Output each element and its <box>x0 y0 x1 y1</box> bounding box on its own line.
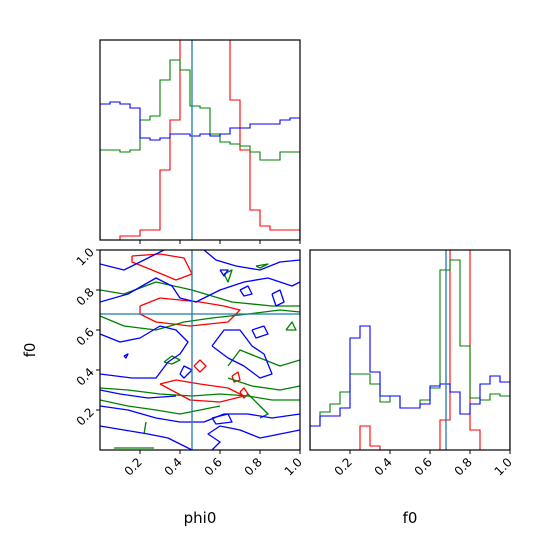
phi0-f0-joint-panel: 0.2 0.4 0.6 0.8 1.0 0.2 0.4 0.6 0.8 1.0 <box>74 245 305 478</box>
contour-blue-8 <box>211 329 273 379</box>
f0-y-tick-label: 1.0 <box>74 245 97 268</box>
phi0-hist-green <box>100 59 300 240</box>
contour-red-2 <box>131 253 193 281</box>
contour-blue-14 <box>239 285 253 297</box>
contour-blue-0 <box>100 250 165 271</box>
contour-blue-12 <box>123 353 129 359</box>
contour-blue-11 <box>219 269 229 277</box>
phi0-x-tick-label: 0.4 <box>162 455 185 478</box>
f0-y-tick-label: 0.6 <box>74 325 97 348</box>
phi0-hist-red <box>100 40 300 240</box>
contour-green-7 <box>143 421 147 435</box>
f0-hist-green <box>310 259 510 450</box>
contour-blue-9 <box>271 289 285 307</box>
contour-green-5 <box>227 377 300 391</box>
f0-x-tick-label: 0.4 <box>372 455 395 478</box>
joint-frame <box>99 249 301 451</box>
f0-hist-red <box>310 250 510 450</box>
contour-green-12 <box>163 355 181 365</box>
f0-x-tick-label: 0.6 <box>412 455 435 478</box>
f0-y-tick-label: 0.4 <box>74 365 97 388</box>
x-axis-label-f0: f0 <box>403 509 418 527</box>
x-axis-label-phi0: phi0 <box>184 509 217 527</box>
contour-blue-7 <box>100 277 300 303</box>
f0-y-tick-label: 0.8 <box>74 285 97 308</box>
contour-red-0 <box>139 297 241 327</box>
contour-blue-4 <box>100 389 177 399</box>
phi0-x-tick-label: 0.8 <box>242 455 265 478</box>
f0-marginal-panel: 0.2 0.4 0.6 0.8 1.0 <box>309 249 515 478</box>
contour-blue-10 <box>251 325 269 339</box>
phi0-x-tick-label: 1.0 <box>282 455 305 478</box>
y-axis-label-f0: f0 <box>21 343 39 358</box>
contour-blue-2 <box>100 325 189 379</box>
phi0-marginal-frame <box>99 39 301 241</box>
f0-x-tick-label: 0.2 <box>332 455 355 478</box>
contour-red-3 <box>193 359 207 373</box>
contour-blue-5 <box>100 425 193 450</box>
f0-hist-blue <box>310 325 510 450</box>
f0-x-tick-label: 0.8 <box>452 455 475 478</box>
contour-blue-6 <box>207 425 300 450</box>
f0-marginal-frame <box>309 249 511 451</box>
contour-green-3 <box>100 399 221 415</box>
contour-green-10 <box>255 263 269 269</box>
contour-blue-1 <box>203 250 300 271</box>
contour-green-8 <box>247 393 269 419</box>
contour-blue-15 <box>211 413 233 425</box>
contour-blue-13 <box>179 365 193 379</box>
f0-x-tick-label: 1.0 <box>492 455 515 478</box>
phi0-x-tick-label: 0.2 <box>122 455 145 478</box>
contour-red-1 <box>159 379 245 403</box>
phi0-marginal-panel <box>99 39 301 244</box>
contour-green-9 <box>223 269 233 283</box>
contour-blue-3 <box>100 405 300 423</box>
contour-green-11 <box>285 321 297 331</box>
contour-green-2 <box>100 387 300 401</box>
contour-green-1 <box>100 309 300 331</box>
phi0-hist-blue <box>100 101 300 240</box>
contour-green-4 <box>227 349 300 367</box>
phi0-x-tick-label: 0.6 <box>202 455 225 478</box>
f0-y-tick-label: 0.2 <box>74 405 97 428</box>
